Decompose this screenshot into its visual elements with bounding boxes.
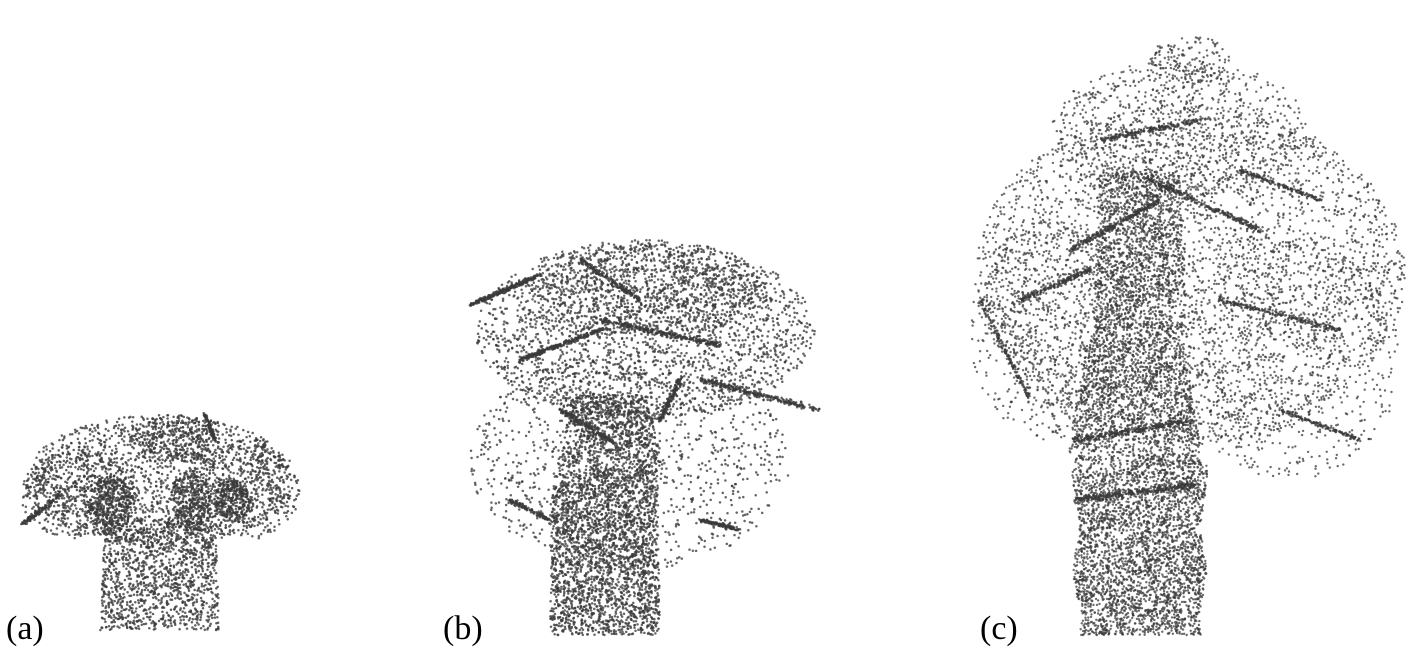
point-cloud-a bbox=[20, 412, 301, 631]
point-cloud-b bbox=[469, 239, 821, 636]
panel-label-b: (b) bbox=[443, 612, 483, 646]
point-cloud-c bbox=[971, 36, 1406, 636]
panel-label-a: (a) bbox=[6, 612, 44, 646]
panel-label-c: (c) bbox=[980, 612, 1018, 646]
